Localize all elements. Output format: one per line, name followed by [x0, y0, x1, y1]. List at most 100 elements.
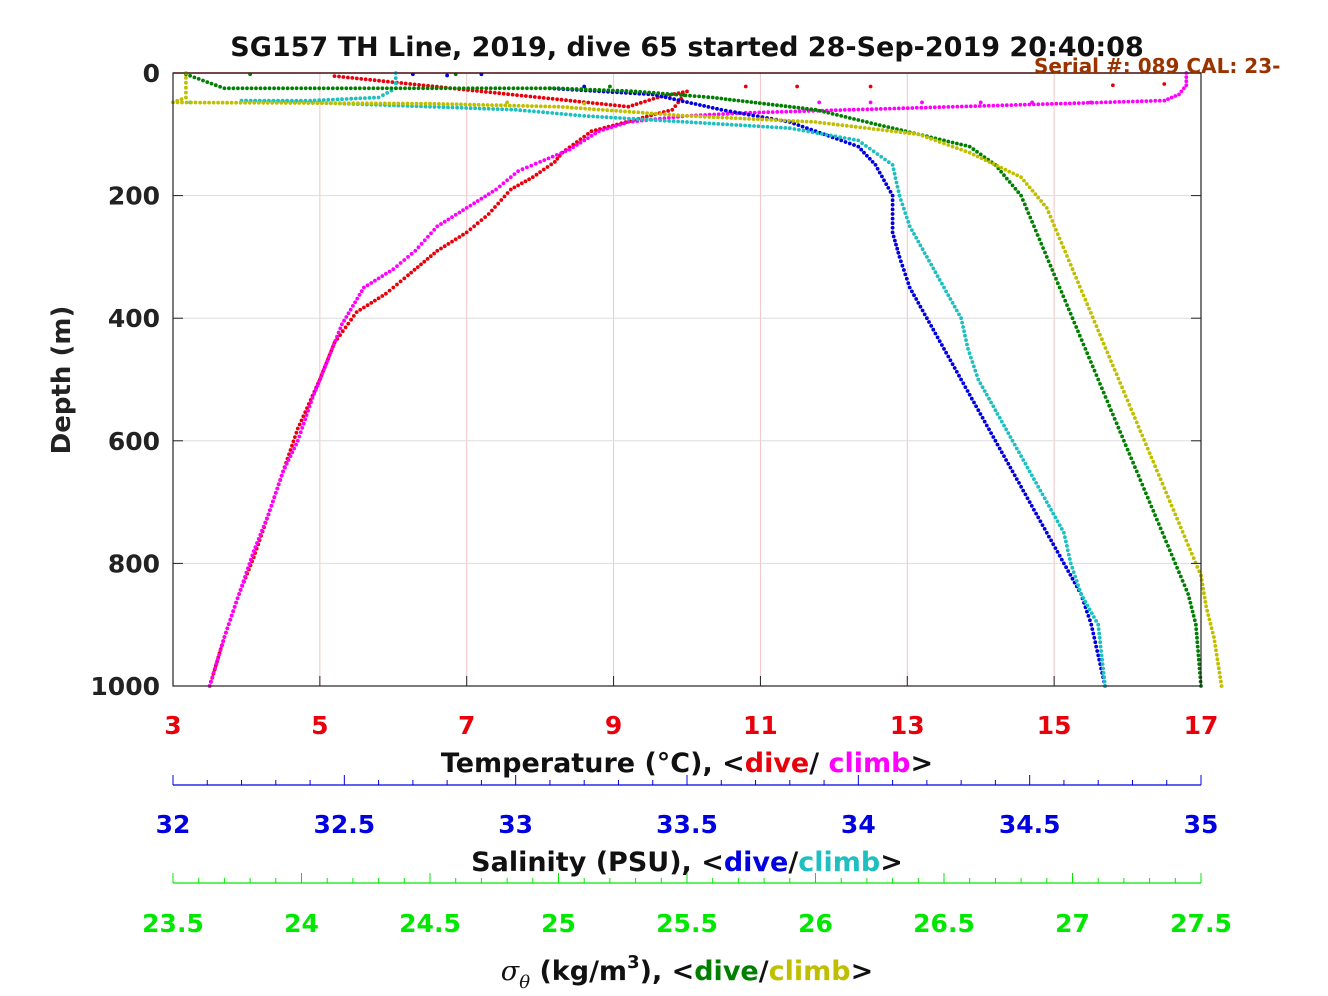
data-point: [380, 274, 385, 278]
data-point: [1007, 169, 1012, 174]
data-point: [742, 116, 747, 121]
data-point: [810, 130, 815, 135]
data-point: [1087, 306, 1091, 311]
data-point: [363, 96, 367, 100]
data-point: [211, 670, 216, 675]
data-point: [1162, 82, 1167, 86]
data-point: [450, 105, 455, 110]
data-point: [209, 679, 213, 684]
data-point: [559, 112, 564, 116]
data-point: [1018, 102, 1023, 107]
data-point: [1209, 626, 1214, 631]
data-point: [1088, 100, 1093, 105]
data-point: [250, 553, 255, 558]
data-point: [1169, 503, 1174, 508]
data-point: [1156, 473, 1161, 477]
data-point: [563, 149, 568, 154]
label-climb: climb: [769, 956, 851, 987]
y-tick-label: 1000: [90, 672, 160, 701]
data-point: [1085, 603, 1090, 608]
data-point: [911, 131, 916, 136]
data-point: [1017, 450, 1021, 455]
data-point: [261, 101, 266, 105]
data-point: [910, 106, 915, 110]
data-point: [318, 375, 323, 380]
data-point: [335, 86, 340, 91]
data-point: [201, 78, 205, 83]
data-point: [942, 285, 946, 290]
data-point: [1030, 188, 1035, 193]
data-point: [373, 298, 377, 303]
sigma_theta-tick-label: 23.5: [142, 909, 204, 938]
data-point: [907, 285, 912, 290]
data-point: [950, 104, 955, 109]
data-point: [1081, 596, 1086, 600]
data-point: [849, 124, 854, 129]
data-point: [1097, 657, 1102, 662]
temperature-tick-label: 3: [164, 711, 181, 740]
data-point: [727, 97, 732, 102]
data-point: [1092, 615, 1096, 619]
data-point: [579, 87, 584, 92]
data-point: [1054, 227, 1058, 232]
data-point: [1175, 516, 1179, 521]
data-point: [972, 364, 976, 369]
data-point: [870, 160, 875, 164]
data-point: [883, 157, 887, 162]
data-point: [179, 97, 184, 102]
data-point: [818, 120, 822, 125]
data-point: [1048, 263, 1053, 268]
data-point: [1162, 98, 1167, 103]
data-point: [1101, 341, 1106, 346]
data-point: [918, 243, 923, 248]
data-point: [295, 426, 300, 431]
data-point: [437, 102, 441, 106]
data-point: [1034, 511, 1038, 516]
data-point: [1149, 455, 1154, 460]
data-point: [365, 283, 370, 288]
salinity-tick-label: 33: [498, 810, 533, 839]
data-point: [627, 116, 631, 121]
data-point: [723, 97, 728, 101]
data-point: [896, 189, 901, 194]
data-point: [473, 106, 477, 111]
data-point: [348, 307, 353, 312]
data-point: [369, 281, 374, 285]
data-point: [593, 128, 598, 133]
data-point: [991, 103, 996, 108]
data-point: [982, 389, 987, 393]
data-point: [534, 104, 539, 109]
data-point: [202, 100, 207, 105]
data-point: [1110, 83, 1115, 88]
data-point: [599, 102, 604, 106]
data-point: [987, 427, 991, 432]
data-point: [874, 107, 879, 111]
salinity-tick-label: 33.5: [656, 810, 718, 839]
data-point: [1117, 100, 1122, 104]
data-point: [363, 77, 368, 82]
data-point: [468, 102, 472, 107]
data-point: [1063, 101, 1068, 106]
data-point: [1204, 604, 1208, 609]
data-point: [479, 89, 484, 94]
data-point: [423, 104, 428, 109]
data-point: [592, 87, 597, 92]
data-point: [826, 110, 831, 115]
data-point: [414, 104, 419, 109]
data-point: [658, 118, 663, 123]
data-point: [419, 101, 423, 106]
data-point: [1178, 525, 1183, 530]
data-point: [868, 100, 873, 105]
data-point: [464, 106, 468, 110]
data-point: [738, 123, 743, 128]
data-point: [269, 503, 274, 508]
data-point: [1076, 583, 1080, 588]
data-point: [604, 115, 609, 120]
data-point: [310, 101, 315, 105]
data-point: [671, 113, 676, 117]
data-point: [838, 135, 842, 140]
data-point: [702, 104, 706, 108]
data-point: [963, 149, 968, 154]
data-point: [260, 528, 264, 533]
data-point: [307, 404, 312, 409]
